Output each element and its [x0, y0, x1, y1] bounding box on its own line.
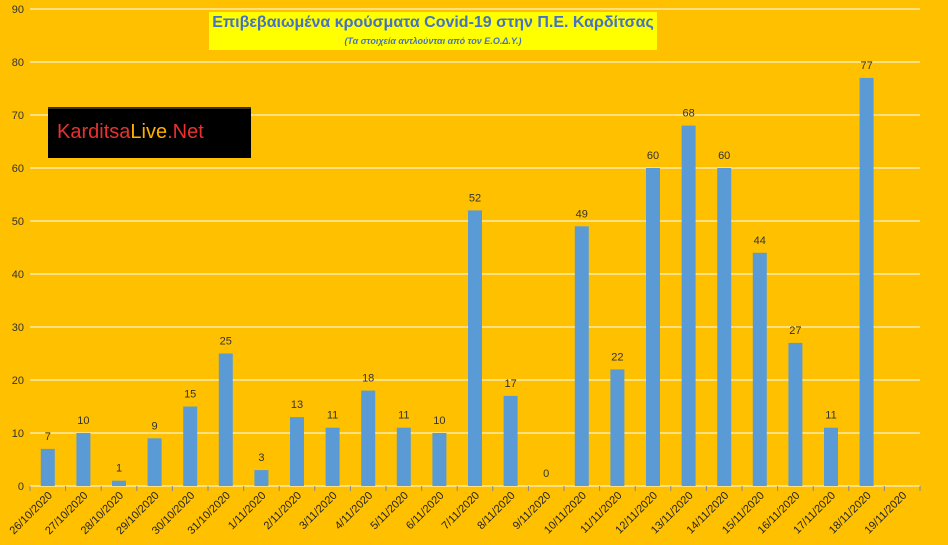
bar — [752, 252, 767, 486]
data-label: 13 — [291, 399, 303, 411]
data-label: 10 — [77, 415, 89, 427]
bar — [218, 353, 233, 486]
bar — [183, 406, 198, 486]
data-label: 52 — [469, 192, 481, 204]
data-label: 60 — [718, 150, 730, 162]
bar — [396, 427, 411, 486]
bar — [717, 168, 732, 486]
data-label: 25 — [220, 336, 232, 348]
x-tick-label: 2/11/2020 — [262, 490, 305, 533]
data-label: 44 — [754, 235, 766, 247]
bar — [681, 125, 696, 486]
y-tick-label: 90 — [12, 4, 24, 16]
bar — [468, 210, 482, 486]
karditsalive-logo: KarditsaLive.Net — [48, 107, 251, 158]
data-label: 77 — [860, 60, 872, 72]
data-label: 3 — [258, 452, 264, 464]
bar — [788, 342, 803, 486]
bar — [503, 395, 518, 486]
chart-subtitle: (Τα στοιχεία αντλούνται από τον Ε.Ο.Δ.Υ.… — [344, 36, 522, 46]
bar — [112, 480, 126, 486]
y-tick-label: 10 — [12, 428, 24, 440]
data-label: 11 — [327, 410, 338, 422]
data-label: 18 — [362, 373, 374, 385]
y-tick-label: 60 — [12, 163, 24, 175]
data-label: 27 — [789, 325, 801, 337]
bar — [40, 448, 55, 486]
x-tick-label: 5/11/2020 — [368, 490, 411, 533]
bar — [290, 417, 304, 486]
data-label: 11 — [398, 410, 409, 422]
data-label: 68 — [682, 108, 694, 120]
y-tick-label: 30 — [12, 322, 24, 334]
data-label: 15 — [184, 389, 196, 401]
data-label: 22 — [611, 351, 623, 363]
bar — [147, 438, 162, 486]
data-label: 17 — [504, 378, 516, 390]
bar — [76, 433, 91, 486]
bar — [859, 77, 874, 487]
bar — [325, 427, 340, 486]
data-label: 1 — [116, 463, 122, 475]
y-tick-label: 40 — [12, 269, 24, 281]
data-label: 49 — [576, 208, 588, 220]
bar — [646, 168, 660, 486]
chart-title: Επιβεβαιωμένα κρούσματα Covid-19 στην Π.… — [212, 14, 654, 31]
bar — [610, 369, 625, 486]
x-tick-label: 6/11/2020 — [404, 490, 447, 533]
y-tick-label: 50 — [12, 216, 24, 228]
x-tick-label: 3/11/2020 — [297, 490, 340, 533]
data-label: 0 — [543, 468, 549, 480]
x-tick-label: 1/11/2020 — [226, 490, 269, 533]
x-tick-label: 4/11/2020 — [333, 490, 376, 533]
bar — [824, 427, 838, 486]
data-label: 10 — [433, 415, 445, 427]
logo-text: KarditsaLive.Net — [57, 121, 204, 143]
x-tick-label: 8/11/2020 — [475, 490, 518, 533]
bar — [254, 470, 269, 486]
x-tick-label: 7/11/2020 — [440, 490, 483, 533]
bar — [574, 226, 589, 487]
data-label: 11 — [825, 410, 836, 422]
y-tick-label: 0 — [18, 481, 24, 493]
bar — [432, 433, 447, 486]
y-tick-label: 70 — [12, 110, 24, 122]
chart-title-box: Επιβεβαιωμένα κρούσματα Covid-19 στην Π.… — [209, 12, 657, 50]
data-label: 60 — [647, 150, 659, 162]
data-label: 7 — [45, 431, 51, 443]
bar — [361, 390, 376, 486]
data-label: 9 — [152, 420, 158, 432]
y-tick-label: 20 — [12, 375, 24, 387]
y-tick-label: 80 — [12, 57, 24, 69]
